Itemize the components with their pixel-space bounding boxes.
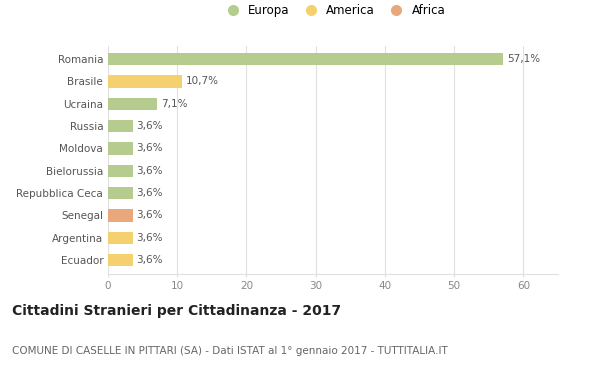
Text: 3,6%: 3,6% — [136, 166, 163, 176]
Bar — [108, 98, 157, 110]
Text: 3,6%: 3,6% — [136, 211, 163, 220]
Bar — [108, 254, 133, 266]
Text: 3,6%: 3,6% — [136, 188, 163, 198]
Text: 10,7%: 10,7% — [185, 76, 218, 86]
Bar — [108, 165, 133, 177]
Text: 3,6%: 3,6% — [136, 233, 163, 243]
Text: 7,1%: 7,1% — [161, 99, 187, 109]
Text: COMUNE DI CASELLE IN PITTARI (SA) - Dati ISTAT al 1° gennaio 2017 - TUTTITALIA.I: COMUNE DI CASELLE IN PITTARI (SA) - Dati… — [12, 346, 448, 356]
Bar — [108, 187, 133, 199]
Text: Cittadini Stranieri per Cittadinanza - 2017: Cittadini Stranieri per Cittadinanza - 2… — [12, 304, 341, 318]
Bar — [108, 53, 503, 65]
Bar — [108, 232, 133, 244]
Text: 3,6%: 3,6% — [136, 255, 163, 265]
Bar — [108, 75, 182, 87]
Bar — [108, 209, 133, 222]
Text: 3,6%: 3,6% — [136, 143, 163, 154]
Text: 3,6%: 3,6% — [136, 121, 163, 131]
Bar — [108, 142, 133, 155]
Legend: Europa, America, Africa: Europa, America, Africa — [216, 0, 450, 21]
Text: 57,1%: 57,1% — [507, 54, 540, 64]
Bar — [108, 120, 133, 132]
